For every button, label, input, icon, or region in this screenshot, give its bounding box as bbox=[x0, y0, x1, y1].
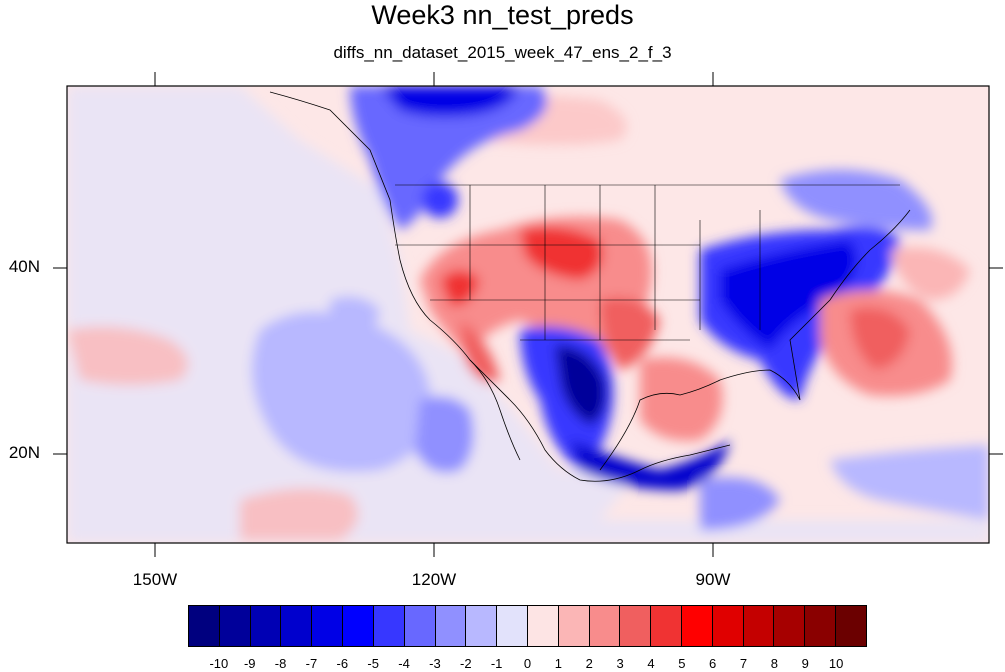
colorbar-tick-label: 9 bbox=[801, 656, 809, 671]
coastlines bbox=[269, 91, 911, 482]
colorbar-tick-label: -8 bbox=[274, 656, 287, 671]
colorbar-tick-label: 0 bbox=[523, 656, 532, 671]
map-title: Week3 nn_test_preds bbox=[371, 0, 634, 30]
lon-label-150w: 150W bbox=[132, 570, 178, 589]
colorbar-swatch bbox=[527, 606, 559, 646]
colorbar-tick-label: 8 bbox=[770, 656, 779, 671]
colorbar-tick-label: -5 bbox=[367, 656, 379, 671]
colorbar-swatch bbox=[312, 606, 344, 646]
colorbar-swatch bbox=[743, 606, 775, 646]
colorbar-tick-label: -7 bbox=[305, 656, 318, 671]
colorbar-tick-label: -3 bbox=[429, 656, 441, 671]
lat-label-40n: 40N bbox=[8, 257, 40, 276]
colorbar bbox=[188, 605, 867, 647]
colorbar-tick-label: -9 bbox=[243, 656, 256, 671]
colorbar-swatch bbox=[343, 606, 374, 646]
colorbar-swatch bbox=[682, 606, 713, 646]
colorbar-tick-label: 4 bbox=[647, 656, 655, 671]
colorbar-tick-label: -6 bbox=[336, 656, 349, 671]
colorbar-tick-label: -1 bbox=[490, 656, 503, 671]
colorbar-tick-label: 5 bbox=[678, 656, 686, 671]
colorbar-swatch bbox=[712, 606, 744, 646]
colorbar-swatch bbox=[651, 606, 682, 646]
colorbar-swatch bbox=[589, 606, 621, 646]
colorbar-swatch bbox=[219, 606, 251, 646]
colorbar-swatch bbox=[620, 606, 652, 646]
lat-label-20n: 20N bbox=[8, 443, 40, 462]
colorbar-swatch bbox=[435, 606, 467, 646]
colorbar-tick-label: -4 bbox=[398, 656, 410, 671]
lon-label-90w: 90W bbox=[695, 570, 731, 589]
colorbar-swatch bbox=[466, 606, 498, 646]
colorbar-tick-label: 6 bbox=[709, 656, 717, 671]
colorbar-tick-label: -10 bbox=[209, 656, 229, 671]
colorbar-swatch bbox=[404, 606, 436, 646]
colorbar-tick-label: -2 bbox=[459, 656, 472, 671]
colorbar-swatch bbox=[836, 606, 866, 646]
colorbar-swatch bbox=[805, 606, 837, 646]
colorbar-tick-label: 1 bbox=[554, 656, 562, 671]
colorbar-swatch bbox=[189, 606, 220, 646]
map-plot bbox=[53, 72, 1003, 557]
colorbar-swatch bbox=[774, 606, 806, 646]
axis-ticks bbox=[53, 72, 1003, 557]
plot-frame bbox=[66, 85, 990, 544]
state-borders bbox=[395, 184, 900, 341]
colorbar-swatch bbox=[373, 606, 405, 646]
map-subtitle: diffs_nn_dataset_2015_week_47_ens_2_f_3 bbox=[333, 43, 672, 62]
colorbar-tick-label: 7 bbox=[739, 656, 748, 671]
colorbar-swatch bbox=[250, 606, 282, 646]
colorbar-tick-label: 2 bbox=[585, 656, 593, 671]
colorbar-swatch bbox=[281, 606, 313, 646]
anomaly-field bbox=[67, 86, 989, 543]
colorbar-swatch bbox=[497, 606, 528, 646]
colorbar-tick-label: 10 bbox=[828, 656, 844, 671]
colorbar-swatch bbox=[558, 606, 590, 646]
lon-label-120w: 120W bbox=[411, 570, 457, 589]
colorbar-tick-label: 3 bbox=[616, 656, 624, 671]
